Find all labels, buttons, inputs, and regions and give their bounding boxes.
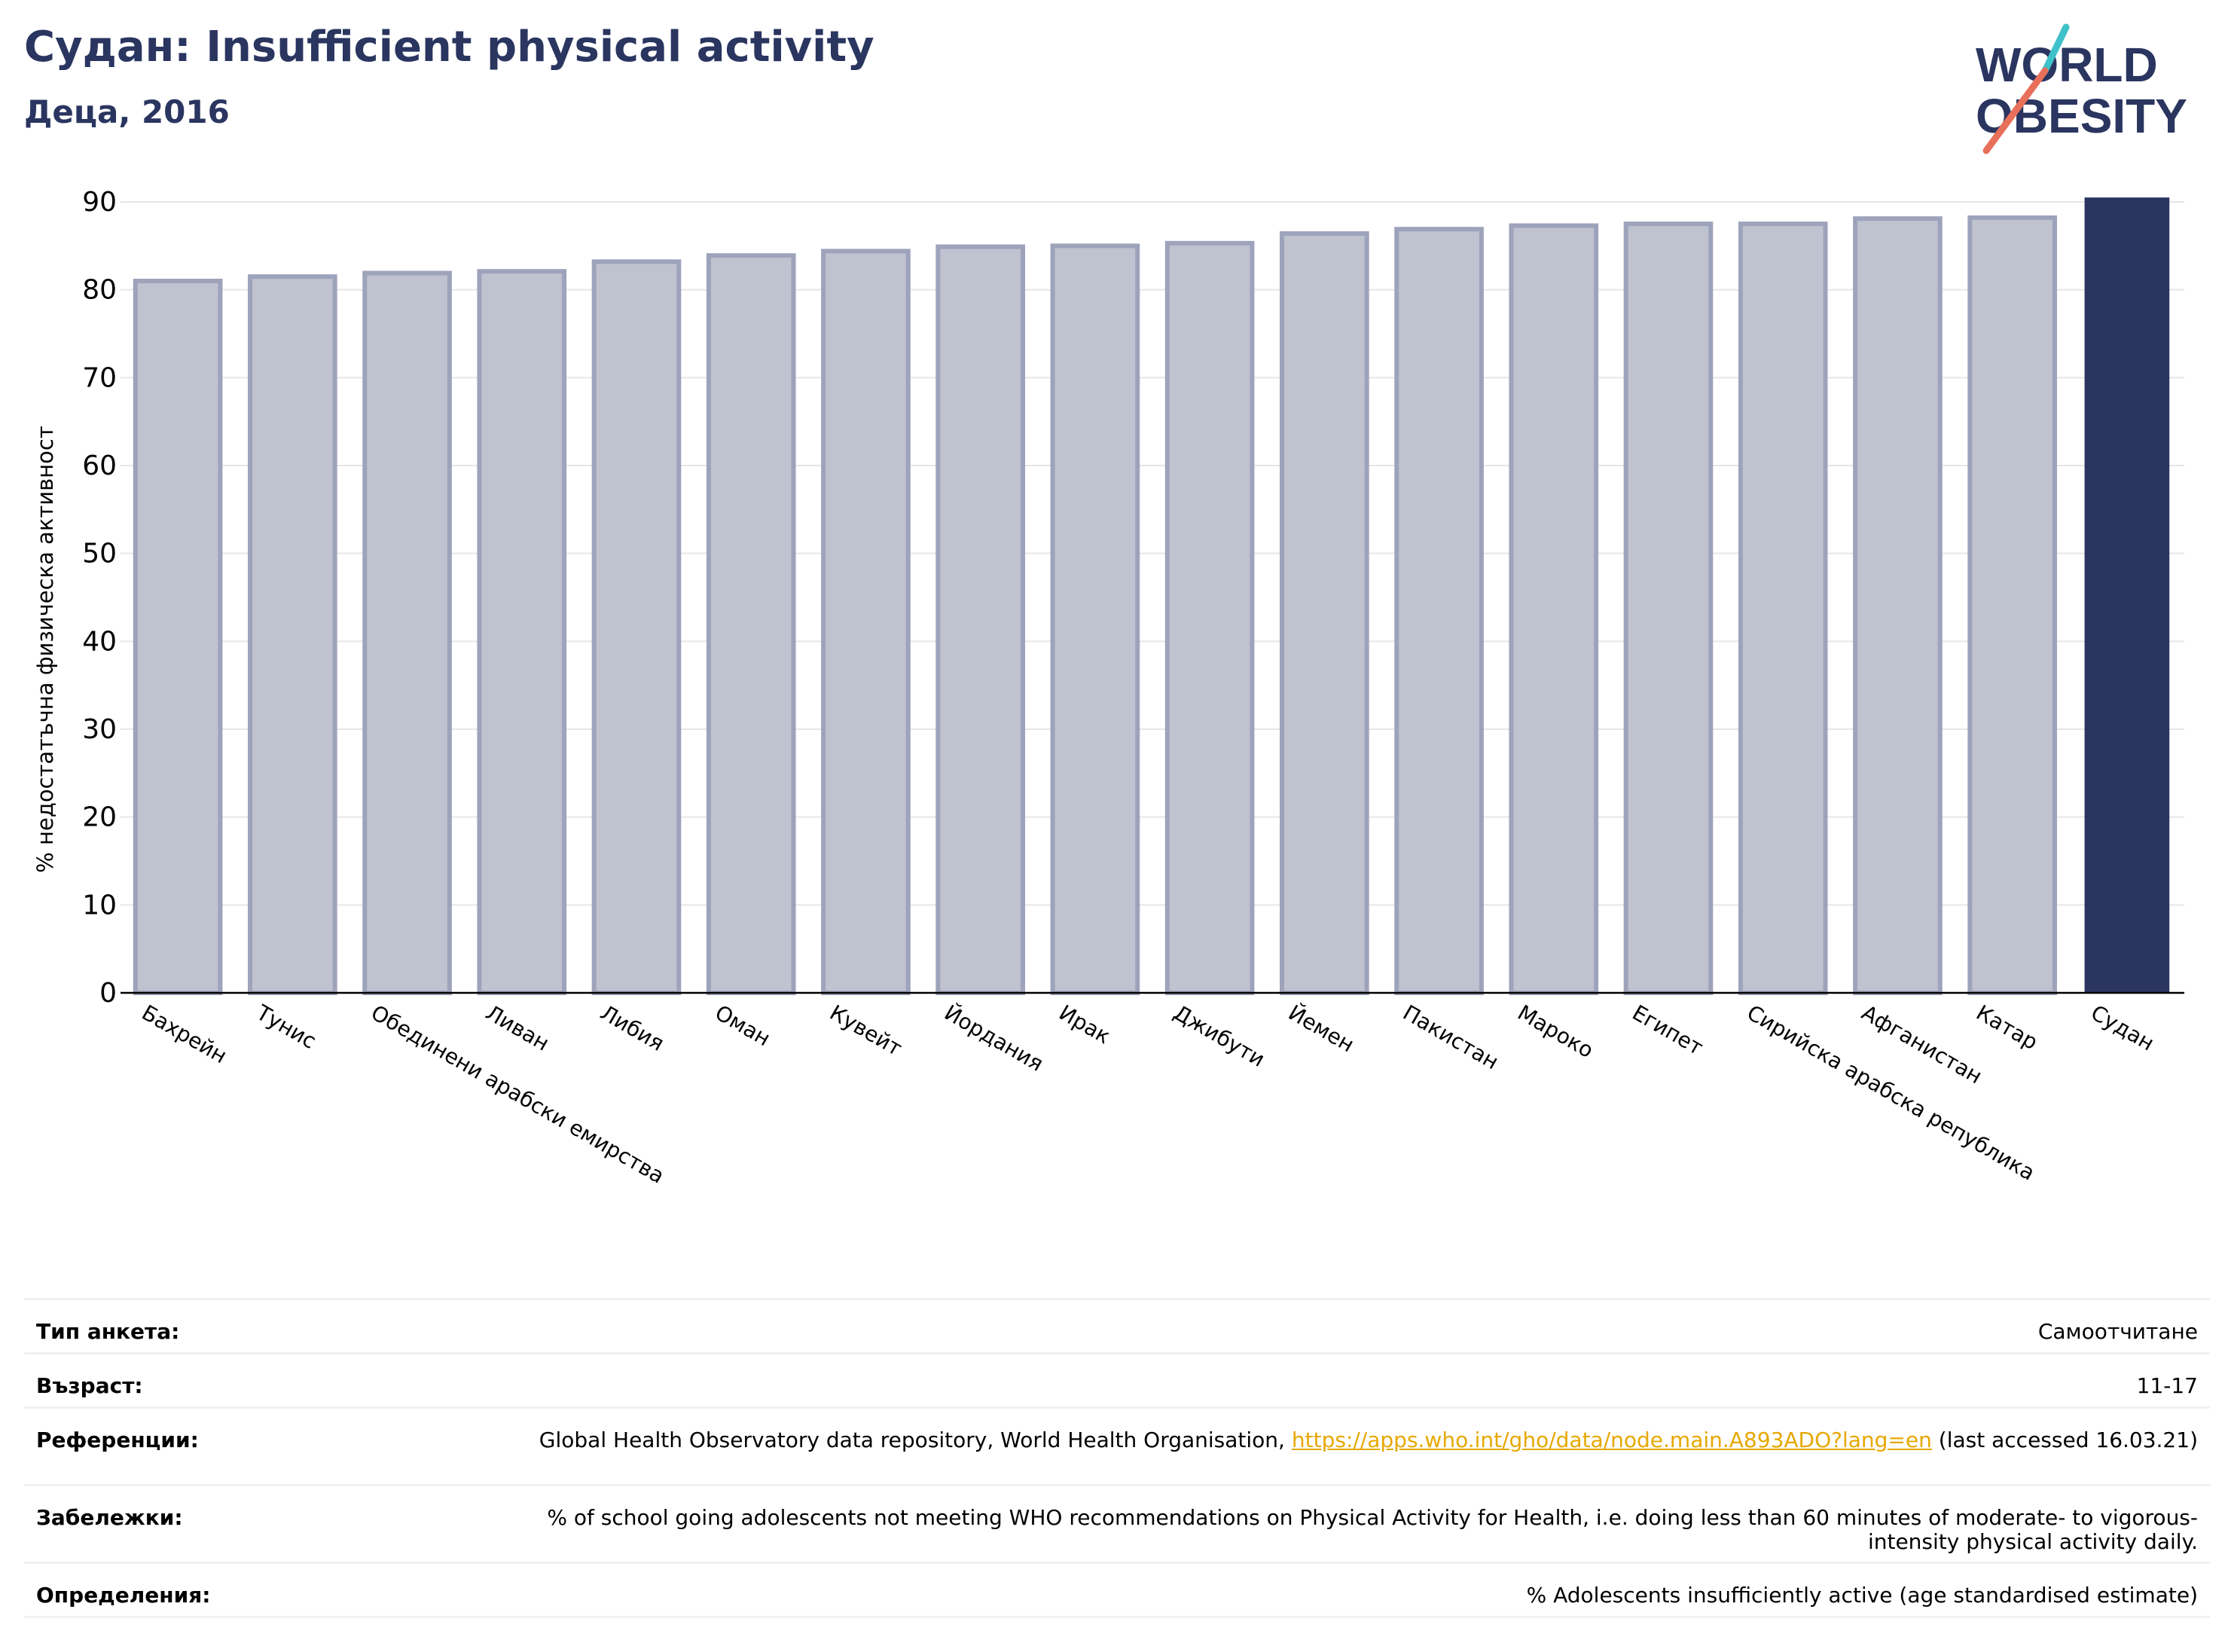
info-row-notes: Забележки: % of school going adolescents…	[24, 1486, 2210, 1564]
bar	[2084, 197, 2170, 994]
bar	[248, 274, 337, 995]
bar	[1967, 215, 2057, 995]
references-suffix: (last accessed 16.03.21)	[1938, 1428, 2198, 1452]
logo-line1: WORLD	[1976, 38, 2158, 92]
y-axis-ticks: 0 10 20 30 40 50 60 70 80 90	[82, 187, 117, 1009]
x-tick-label: Пакистан	[1399, 1000, 1503, 1074]
notes-label: Забележки:	[36, 1505, 183, 1530]
x-tick-label: Бахрейн	[138, 1000, 231, 1068]
x-tick-label: Либия	[597, 1000, 669, 1055]
age-value: 11-17	[2136, 1373, 2198, 1398]
grid-lines	[121, 201, 2184, 906]
notes-value: % of school going adolescents not meetin…	[547, 1505, 2198, 1554]
bar	[1738, 221, 1828, 995]
info-row-references: Референции: Global Health Observatory da…	[24, 1409, 2210, 1486]
bar	[1164, 240, 1255, 996]
info-row-survey-type: Тип анкета: Самоотчитане	[24, 1300, 2210, 1354]
bar	[1280, 231, 1369, 995]
bar	[591, 259, 682, 996]
bar	[1509, 223, 1599, 995]
x-tick-label: Йордания	[940, 1000, 1048, 1076]
bar	[133, 279, 223, 995]
logo-slash-coral	[1982, 67, 2049, 154]
x-tick-label: Тунис	[252, 1000, 320, 1054]
y-tick-label: 0	[99, 978, 117, 1009]
chart-subtitle: Деца, 2016	[24, 93, 230, 130]
x-axis-ticks: Бахрейн Тунис Обединени арабски емирстваЛи…	[138, 1000, 2159, 1189]
references-label: Референции:	[36, 1428, 199, 1452]
x-tick-label: Оман	[711, 1000, 775, 1051]
bar	[935, 244, 1025, 995]
x-tick-label: Катар	[1972, 1000, 2042, 1055]
x-tick-label: Мароко	[1513, 1000, 1598, 1063]
references-text: Global Health Observatory data repositor…	[539, 1428, 1285, 1452]
chart-title: Судан: Insufficient physical activity	[24, 23, 874, 72]
x-tick-label: Джибути	[1170, 1000, 1269, 1071]
bar	[1853, 216, 1943, 996]
survey-type-value: Самоотчитане	[2037, 1319, 2198, 1344]
definitions-label: Определения:	[36, 1583, 211, 1608]
y-tick-label: 40	[82, 626, 117, 657]
y-tick-label: 30	[82, 714, 117, 745]
x-tick-label: Йемен	[1284, 1000, 1359, 1058]
references-value: Global Health Observatory data repositor…	[539, 1428, 2198, 1452]
definitions-value: % Adolescents insufficiently active (age…	[1526, 1583, 2198, 1608]
bar	[706, 253, 796, 995]
bar	[1394, 227, 1484, 995]
y-tick-label: 50	[82, 539, 117, 569]
x-tick-label: Египет	[1628, 1000, 1708, 1060]
bar	[1623, 221, 1714, 995]
bar	[821, 249, 911, 996]
age-label: Възраст:	[36, 1373, 143, 1398]
bars	[133, 197, 2170, 996]
y-tick-label: 80	[82, 275, 117, 306]
info-row-definitions: Определения: % Adolescents insufficientl…	[24, 1564, 2210, 1618]
logo-slash-teal	[2041, 23, 2070, 75]
x-tick-label: Ливан	[481, 1000, 553, 1055]
bar	[362, 270, 452, 995]
bar	[477, 269, 567, 995]
y-tick-label: 60	[82, 450, 117, 481]
survey-type-label: Тип анкета:	[36, 1319, 180, 1344]
x-tick-label: Судан	[2086, 1000, 2158, 1055]
world-obesity-logo: WORLD OBESITY	[1976, 23, 2187, 154]
info-row-age: Възраст: 11-17	[24, 1354, 2210, 1409]
y-tick-label: 90	[82, 187, 117, 218]
y-tick-label: 20	[82, 802, 117, 833]
bar	[1050, 243, 1140, 996]
x-tick-label: Ирак	[1054, 1000, 1115, 1049]
y-axis-label: % недостатъчна физическа активност	[32, 426, 58, 873]
x-tick-label: Кувейт	[826, 1000, 906, 1061]
info-table: Тип анкета: Самоотчитане Възраст: 11-17 …	[24, 1298, 2210, 1618]
references-link[interactable]: https://apps.who.int/gho/data/node.main.…	[1291, 1428, 1932, 1452]
y-tick-label: 10	[82, 890, 117, 921]
y-tick-label: 70	[82, 362, 117, 393]
